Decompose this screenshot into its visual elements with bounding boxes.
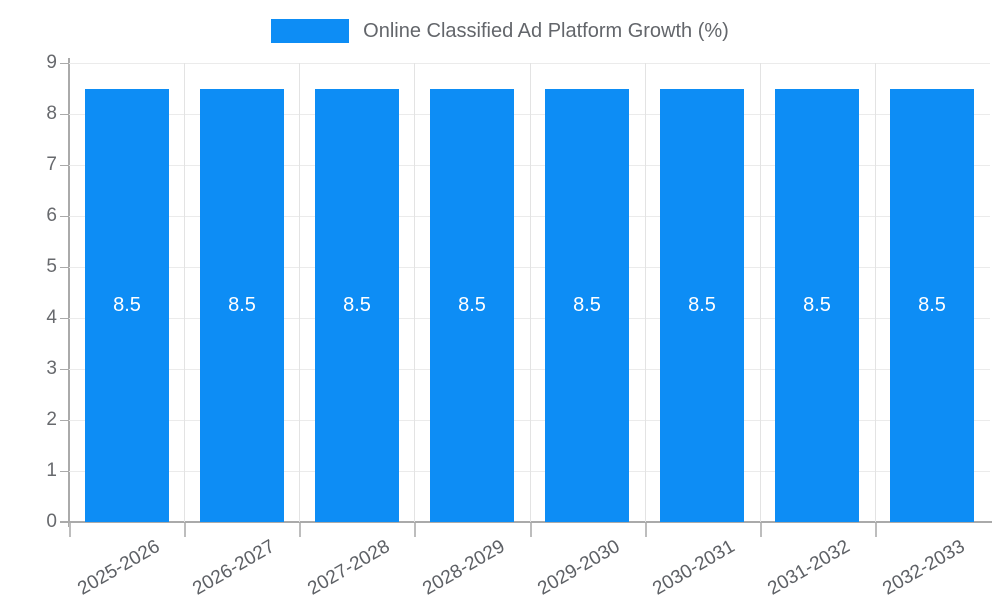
bar-value-label: 8.5 <box>918 294 946 317</box>
y-gridline <box>69 471 990 472</box>
y-axis-tick-mark <box>60 318 69 319</box>
x-axis-tick-label: 2028-2029 <box>419 536 509 600</box>
x-axis-tick-mark <box>299 523 301 537</box>
y-axis-line <box>68 58 70 527</box>
bar[interactable]: 8.5 <box>315 88 399 522</box>
y-axis-tick-mark <box>60 63 69 64</box>
x-axis-tick-label: 2026-2027 <box>189 536 279 600</box>
y-axis-tick-label: 9 <box>46 52 57 73</box>
y-axis-tick-label: 6 <box>46 205 57 226</box>
y-axis-tick-label: 3 <box>46 358 57 379</box>
bar[interactable]: 8.5 <box>430 88 514 522</box>
y-axis-tick-label: 0 <box>46 511 57 532</box>
y-axis-tick-mark <box>60 420 69 421</box>
y-gridline <box>69 216 990 217</box>
chart-legend: Online Classified Ad Platform Growth (%) <box>0 14 1000 48</box>
legend-item-series-0[interactable]: Online Classified Ad Platform Growth (%) <box>271 19 729 43</box>
y-axis-tick-mark <box>60 267 69 268</box>
x-gridline <box>414 63 415 522</box>
y-gridline <box>69 420 990 421</box>
bar-value-label: 8.5 <box>803 294 831 317</box>
bar-value-label: 8.5 <box>688 294 716 317</box>
x-gridline <box>645 63 646 522</box>
x-axis-tick-mark <box>875 523 877 537</box>
bar-value-label: 8.5 <box>113 294 141 317</box>
bar[interactable]: 8.5 <box>85 88 169 522</box>
x-axis-tick-mark <box>184 523 186 537</box>
x-axis-tick-mark <box>69 523 71 537</box>
y-axis-tick-label: 2 <box>46 409 57 430</box>
y-axis-tick-label: 4 <box>46 307 57 328</box>
x-axis-line <box>60 521 992 523</box>
bar-value-label: 8.5 <box>573 294 601 317</box>
y-axis-tick-label: 5 <box>46 256 57 277</box>
bar[interactable]: 8.5 <box>775 88 859 522</box>
x-axis-tick-mark <box>530 523 532 537</box>
x-gridline <box>299 63 300 522</box>
x-axis-tick-mark <box>414 523 416 537</box>
y-gridline <box>69 369 990 370</box>
y-axis-tick-mark <box>60 165 69 166</box>
x-axis-tick-label: 2025-2026 <box>74 536 164 600</box>
bar-value-label: 8.5 <box>343 294 371 317</box>
bar[interactable]: 8.5 <box>200 88 284 522</box>
y-gridline <box>69 267 990 268</box>
y-axis-tick-mark <box>60 471 69 472</box>
x-gridline <box>530 63 531 522</box>
x-gridline <box>184 63 185 522</box>
x-axis-tick-label: 2029-2030 <box>534 536 624 600</box>
x-axis-tick-mark <box>645 523 647 537</box>
y-axis-tick-label: 1 <box>46 460 57 481</box>
bar[interactable]: 8.5 <box>660 88 744 522</box>
y-axis-tick-mark <box>60 114 69 115</box>
bar-value-label: 8.5 <box>458 294 486 317</box>
y-axis-tick-mark <box>60 369 69 370</box>
x-axis-tick-label: 2027-2028 <box>304 536 394 600</box>
y-axis-tick-label: 7 <box>46 154 57 175</box>
legend-item-label: Online Classified Ad Platform Growth (%) <box>363 20 729 42</box>
bar-value-label: 8.5 <box>228 294 256 317</box>
x-axis-tick-label: 2032-2033 <box>879 536 969 600</box>
x-gridline <box>875 63 876 522</box>
y-gridline <box>69 114 990 115</box>
bar[interactable]: 8.5 <box>890 88 974 522</box>
legend-color-swatch-icon <box>271 19 350 43</box>
y-gridline <box>69 63 990 64</box>
x-gridline <box>760 63 761 522</box>
y-axis-tick-mark <box>60 216 69 217</box>
y-axis-tick-label: 8 <box>46 103 57 124</box>
plot-area: 8.5 8.5 8.5 8.5 8.5 8.5 8.5 8.5 <box>69 63 990 522</box>
x-axis-tick-label: 2030-2031 <box>649 536 739 600</box>
y-gridline <box>69 318 990 319</box>
y-axis-tick-labels: 0 1 2 3 4 5 6 7 8 9 <box>0 0 57 600</box>
bar[interactable]: 8.5 <box>545 88 629 522</box>
y-gridline <box>69 165 990 166</box>
x-axis-tick-mark <box>760 523 762 537</box>
x-axis-tick-label: 2031-2032 <box>764 536 854 600</box>
